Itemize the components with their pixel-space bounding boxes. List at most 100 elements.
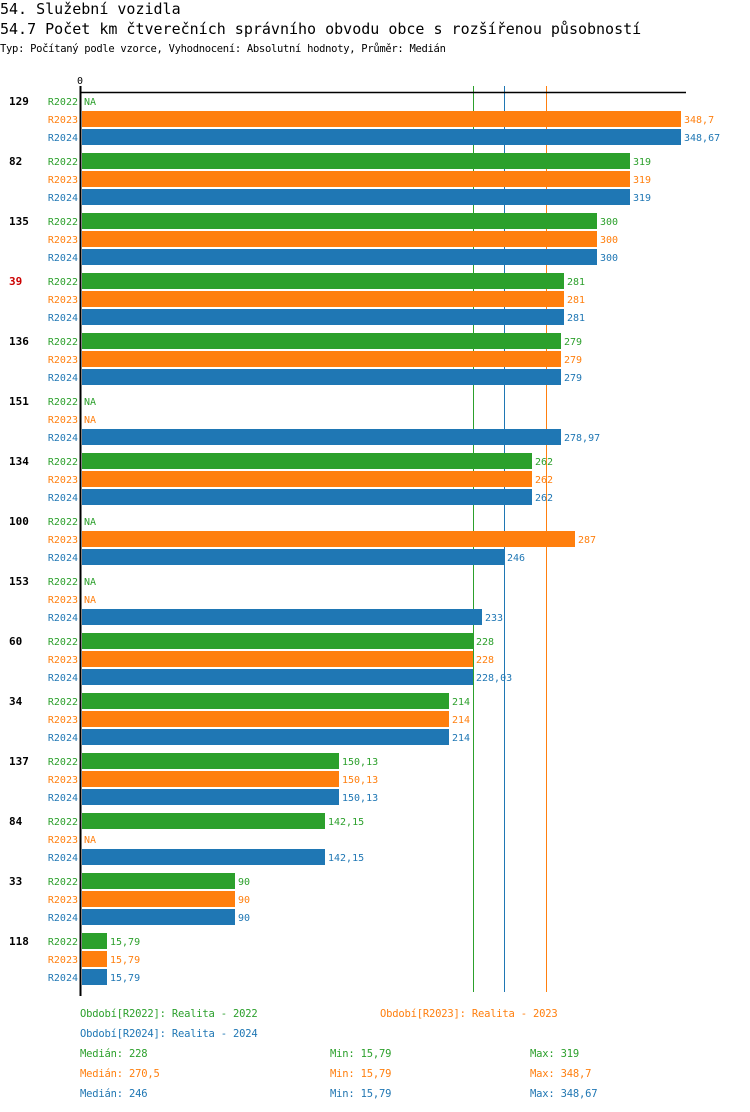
bar-chart: 129 R2022 NA R2023 348,7 R2024 348,67 82 R2022 31… bbox=[9, 76, 720, 996]
bar-r2024 bbox=[82, 849, 325, 865]
bar-r2022 bbox=[82, 153, 630, 169]
stat-median-r2022: Medián: 228 bbox=[80, 1048, 148, 1060]
series-label: R2024 bbox=[48, 433, 78, 444]
chart-meta: Typ: Počítaný podle vzorce, Vyhodnocení:… bbox=[0, 43, 446, 55]
bar-r2022 bbox=[82, 813, 325, 829]
series-label: R2023 bbox=[48, 715, 78, 726]
bar-r2023 bbox=[82, 351, 561, 367]
series-label: R2022 bbox=[48, 157, 78, 168]
data-label: 15,79 bbox=[110, 955, 140, 966]
data-label: 300 bbox=[600, 253, 618, 264]
bar-r2022 bbox=[82, 753, 339, 769]
series-label: R2024 bbox=[48, 733, 78, 744]
bar-r2022 bbox=[82, 213, 597, 229]
bar-r2024 bbox=[82, 129, 681, 145]
data-label: NA bbox=[84, 595, 96, 606]
series-label: R2022 bbox=[48, 97, 78, 108]
data-label: 150,13 bbox=[342, 793, 378, 804]
page-title: 54. Služební vozidla bbox=[0, 0, 181, 18]
data-label: 262 bbox=[535, 493, 553, 504]
stat-max-r2023: Max: 348,7 bbox=[530, 1068, 592, 1080]
data-label: 300 bbox=[600, 235, 618, 246]
series-label: R2023 bbox=[48, 415, 78, 426]
category-label: 84 bbox=[9, 815, 23, 828]
series-label: R2022 bbox=[48, 757, 78, 768]
bar-r2023 bbox=[82, 651, 473, 667]
category-label: 34 bbox=[9, 695, 23, 708]
data-label: 90 bbox=[238, 895, 250, 906]
axis: 0 bbox=[77, 76, 686, 996]
bar-r2024 bbox=[82, 969, 107, 985]
series-label: R2023 bbox=[48, 775, 78, 786]
data-label: 246 bbox=[507, 553, 525, 564]
series-label: R2023 bbox=[48, 115, 78, 126]
bar-r2024 bbox=[82, 669, 473, 685]
series-label: R2023 bbox=[48, 295, 78, 306]
data-label: 233 bbox=[485, 613, 503, 624]
series-label: R2024 bbox=[48, 313, 78, 324]
data-label: 319 bbox=[633, 157, 651, 168]
bar-r2022 bbox=[82, 453, 532, 469]
series-label: R2022 bbox=[48, 937, 78, 948]
data-label: 279 bbox=[564, 373, 582, 384]
series-label: R2024 bbox=[48, 673, 78, 684]
series-label: R2023 bbox=[48, 175, 78, 186]
data-label: 287 bbox=[578, 535, 596, 546]
chart-title: 54.7 Počet km čtverečních správního obvo… bbox=[0, 20, 642, 38]
x-tick-label: 0 bbox=[77, 76, 83, 87]
bar-r2023 bbox=[82, 891, 235, 907]
stat-min-r2024: Min: 15,79 bbox=[330, 1088, 392, 1100]
data-label: 90 bbox=[238, 877, 250, 888]
series-label: R2022 bbox=[48, 217, 78, 228]
bar-r2024 bbox=[82, 549, 504, 565]
data-label: 15,79 bbox=[110, 937, 140, 948]
series-label: R2023 bbox=[48, 475, 78, 486]
series-label: R2024 bbox=[48, 793, 78, 804]
data-label: 300 bbox=[600, 217, 618, 228]
data-label: 279 bbox=[564, 337, 582, 348]
bar-r2023 bbox=[82, 771, 339, 787]
bar-r2024 bbox=[82, 309, 564, 325]
legend-entry-r2023: Období[R2023]: Realita - 2023 bbox=[380, 1008, 558, 1020]
stat-min-r2023: Min: 15,79 bbox=[330, 1068, 392, 1080]
data-label: 262 bbox=[535, 457, 553, 468]
series-label: R2022 bbox=[48, 577, 78, 588]
data-label: 90 bbox=[238, 913, 250, 924]
series-label: R2022 bbox=[48, 637, 78, 648]
data-label: 262 bbox=[535, 475, 553, 486]
category-label: 118 bbox=[9, 935, 29, 948]
bar-r2024 bbox=[82, 909, 235, 925]
data-label: 281 bbox=[567, 313, 585, 324]
category-label: 136 bbox=[9, 335, 29, 348]
series-label: R2023 bbox=[48, 955, 78, 966]
stat-median-r2023: Medián: 270,5 bbox=[80, 1068, 160, 1080]
data-label: 348,67 bbox=[684, 133, 720, 144]
series-label: R2024 bbox=[48, 253, 78, 264]
bar-r2023 bbox=[82, 231, 597, 247]
bar-r2024 bbox=[82, 249, 597, 265]
bar-r2023 bbox=[82, 171, 630, 187]
series-label: R2024 bbox=[48, 973, 78, 984]
category-label: 134 bbox=[9, 455, 29, 468]
series-label: R2023 bbox=[48, 355, 78, 366]
bar-r2024 bbox=[82, 189, 630, 205]
bar-r2022 bbox=[82, 333, 561, 349]
data-label: 279 bbox=[564, 355, 582, 366]
series-label: R2023 bbox=[48, 655, 78, 666]
category-label: 137 bbox=[9, 755, 29, 768]
bar-r2022 bbox=[82, 693, 449, 709]
stat-median-r2024: Medián: 246 bbox=[80, 1088, 148, 1100]
data-label: 278,97 bbox=[564, 433, 600, 444]
bar-r2023 bbox=[82, 951, 107, 967]
stat-max-r2022: Max: 319 bbox=[530, 1048, 579, 1060]
series-label: R2024 bbox=[48, 373, 78, 384]
data-label: 214 bbox=[452, 697, 470, 708]
data-label: 281 bbox=[567, 295, 585, 306]
data-label: 15,79 bbox=[110, 973, 140, 984]
bar-r2023 bbox=[82, 471, 532, 487]
data-label: 319 bbox=[633, 175, 651, 186]
series-label: R2024 bbox=[48, 193, 78, 204]
data-label: 214 bbox=[452, 715, 470, 726]
series-label: R2022 bbox=[48, 517, 78, 528]
series-label: R2022 bbox=[48, 817, 78, 828]
